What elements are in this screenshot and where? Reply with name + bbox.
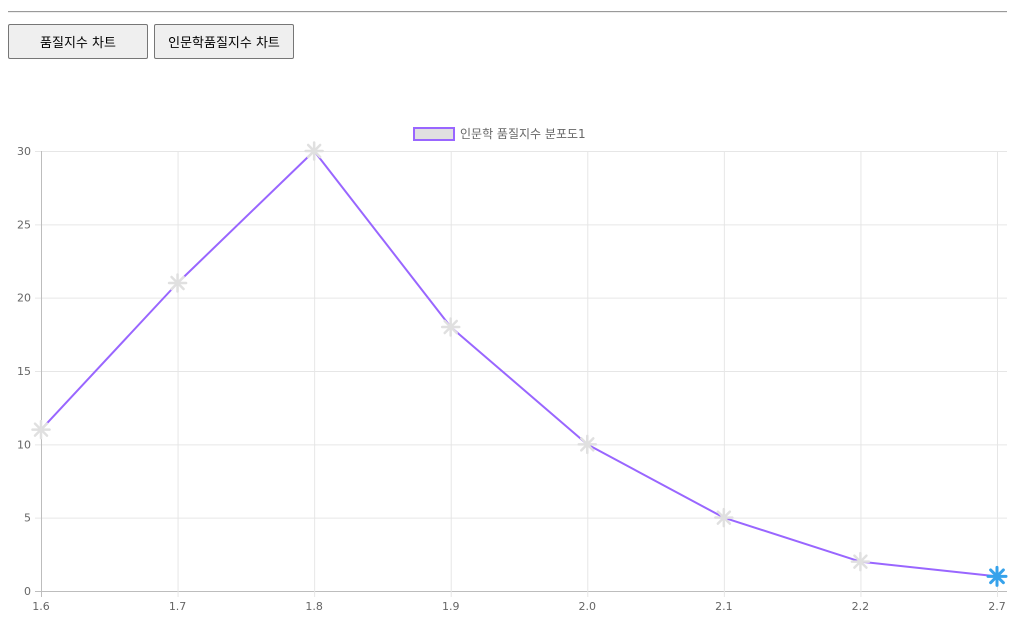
data-point-stroke [306, 143, 322, 159]
data-point[interactable] [440, 317, 461, 337]
x-tick-label: 2.7 [988, 600, 1006, 613]
data-point[interactable] [577, 434, 598, 455]
data-point-stroke [989, 568, 1005, 585]
chart-gridlines [35, 151, 1007, 597]
y-tick-label: 25 [17, 218, 31, 231]
data-point[interactable] [31, 419, 51, 440]
data-point[interactable] [304, 141, 324, 161]
data-point-stroke [853, 554, 868, 569]
quality-index-chart-button[interactable]: 품질지수 차트 [8, 24, 148, 59]
top-divider [8, 11, 1007, 13]
data-point[interactable] [167, 273, 188, 293]
x-tick-label: 1.6 [32, 600, 50, 613]
y-tick-label: 30 [17, 145, 31, 158]
legend-swatch[interactable] [413, 127, 455, 141]
data-point[interactable] [850, 551, 871, 572]
data-point-stroke [33, 422, 49, 437]
data-point-active[interactable] [986, 565, 1008, 587]
x-tick-label: 1.8 [305, 600, 323, 613]
humanities-quality-index-chart-button[interactable]: 인문학품질지수 차트 [154, 24, 294, 59]
x-tick-label: 2.0 [579, 600, 597, 613]
series-line [40, 150, 998, 578]
data-point-stroke [580, 437, 595, 452]
y-tick-label: 15 [17, 365, 31, 378]
chart-series [31, 141, 1008, 587]
data-point-stroke [443, 319, 458, 335]
chart-axes: 0 5 10 15 20 25 30 1.6 1.7 1.8 1.9 2.0 2.1 2.2 2.7 [17, 145, 1006, 613]
x-tick-label: 1.9 [442, 600, 460, 613]
y-tick-label: 10 [17, 438, 31, 451]
x-tick-label: 2.1 [715, 600, 733, 613]
y-tick-label: 0 [24, 585, 31, 598]
x-tick-label: 1.7 [169, 600, 187, 613]
y-tick-label: 5 [24, 512, 31, 525]
data-point[interactable] [714, 507, 734, 528]
data-point-stroke [170, 275, 185, 291]
y-tick-label: 20 [17, 292, 31, 305]
x-tick-label: 2.2 [852, 600, 870, 613]
data-point-stroke [716, 510, 732, 525]
chart-legend[interactable]: 인문학 품질지수 분포도1 [413, 127, 586, 141]
legend-label[interactable]: 인문학 품질지수 분포도1 [460, 127, 586, 141]
